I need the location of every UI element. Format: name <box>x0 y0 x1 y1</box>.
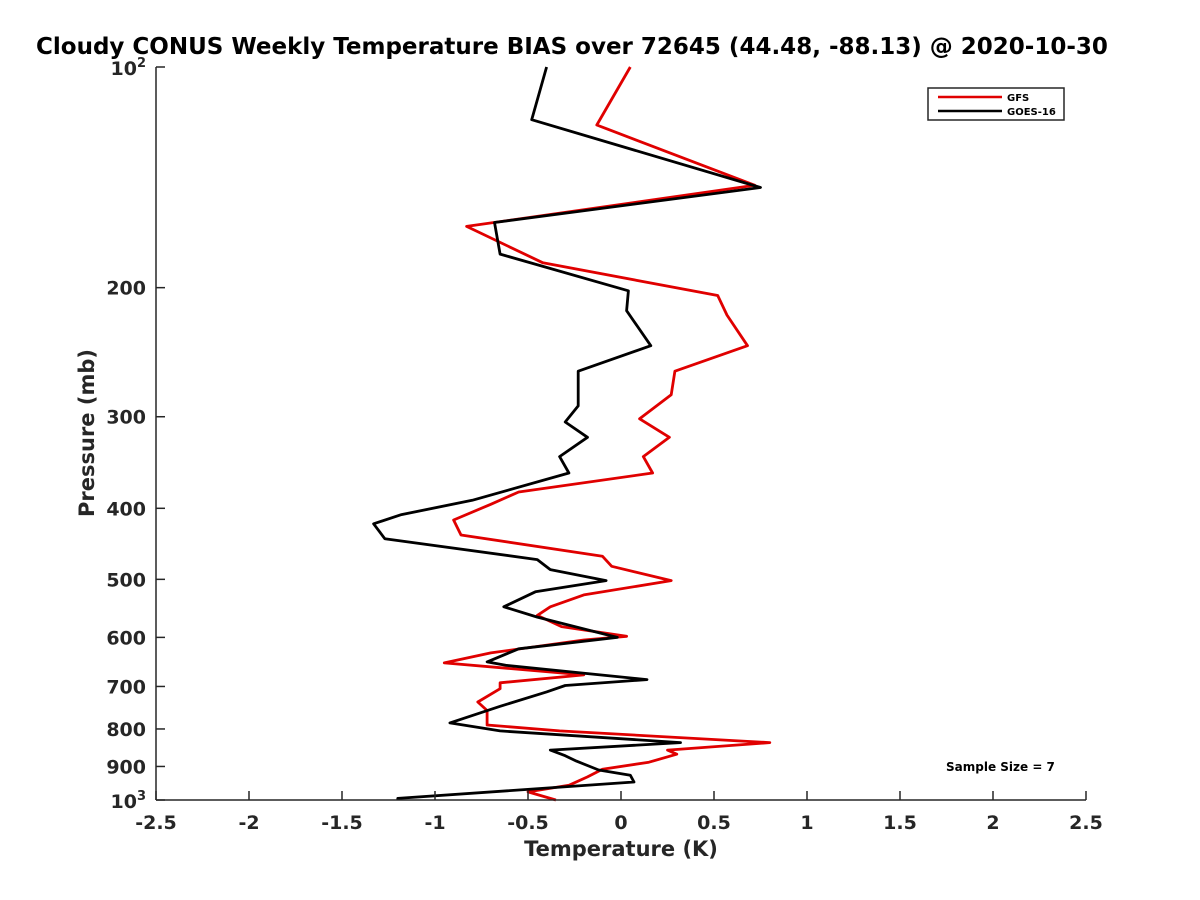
x-tick-label: 0 <box>614 812 627 834</box>
x-tick-label: -2 <box>238 812 259 834</box>
y-tick-label: 500 <box>106 569 146 591</box>
x-ticks: -2.5 -2 -1.5 -1 -0.5 0 0.5 1 1.5 2 2.5 <box>135 791 1103 834</box>
y-axis-label: Pressure (mb) <box>75 349 99 517</box>
y-tick-label: 600 <box>106 627 146 649</box>
y-tick-label: 103 <box>111 789 147 813</box>
y-tick-label: 700 <box>106 676 146 698</box>
y-tick-label: 800 <box>106 719 146 741</box>
x-tick-label: -0.5 <box>507 812 549 834</box>
x-tick-label: 0.5 <box>697 812 731 834</box>
legend: GFS GOES-16 <box>927 87 1065 121</box>
y-ticks: 200 300 400 500 600 700 800 900 102 103 <box>106 56 165 813</box>
plot-lines <box>372 66 772 802</box>
legend-box <box>927 87 1065 121</box>
x-tick-label: 2.5 <box>1069 812 1103 834</box>
legend-label-goes16: GOES-16 <box>1007 107 1056 118</box>
series-line-gfs <box>442 66 772 802</box>
y-tick-label: 200 <box>106 278 146 300</box>
y-tick-label: 900 <box>106 756 146 778</box>
x-tick-label: 1.5 <box>883 812 917 834</box>
y-tick-label: 300 <box>106 407 146 429</box>
axes <box>155 67 1086 801</box>
x-tick-label: -1.5 <box>321 812 363 834</box>
chart-title: Cloudy CONUS Weekly Temperature BIAS ove… <box>36 34 1108 60</box>
y-tick-label: 400 <box>106 498 146 520</box>
x-tick-label: 1 <box>800 812 813 834</box>
x-axis-label: Temperature (K) <box>524 837 718 861</box>
x-tick-label: -2.5 <box>135 812 177 834</box>
sample-size-annotation: Sample Size = 7 <box>946 760 1055 774</box>
y-tick-label: 102 <box>111 56 147 80</box>
x-tick-label: -1 <box>424 812 445 834</box>
x-tick-label: 2 <box>986 812 999 834</box>
legend-label-gfs: GFS <box>1007 93 1029 104</box>
series-line-goes16 <box>372 66 762 800</box>
